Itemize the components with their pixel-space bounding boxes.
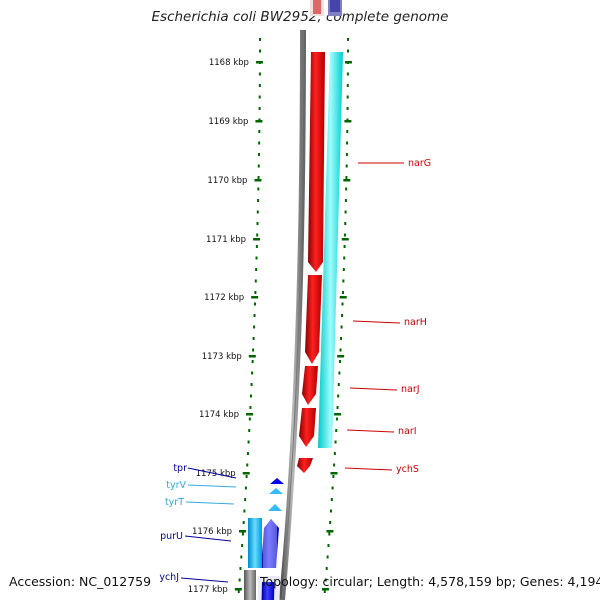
gene-purU-leader (184, 535, 232, 542)
gene-ychJ-leader (180, 577, 229, 583)
gene-narI-label[interactable]: narI (398, 426, 417, 437)
tick-mark-outer (337, 355, 345, 358)
tick-mark-inner (242, 472, 250, 475)
tick-mark-inner (234, 588, 242, 591)
gene-tyrV-leader (187, 484, 237, 488)
gene-ychS-feature[interactable] (297, 458, 313, 473)
gene-narH-leader (352, 320, 401, 324)
gene-narJ-label[interactable]: narJ (401, 384, 420, 395)
tick-mark-inner (254, 179, 262, 182)
gene-tyrV-feature[interactable] (269, 488, 283, 494)
gene-narH-feature[interactable] (305, 275, 322, 364)
tick-label: 1173 kbp (202, 352, 242, 362)
gene-purU-feature[interactable] (261, 519, 279, 568)
gc-content-track[interactable] (318, 52, 343, 448)
tick-mark-outer (341, 238, 349, 241)
gene-tpr-feature[interactable] (270, 478, 284, 484)
gene-tpr-label[interactable]: tpr (173, 463, 187, 474)
gene-narH-label[interactable]: narH (404, 317, 427, 328)
purU-highlight (263, 520, 277, 568)
tick-label: 1174 kbp (199, 410, 239, 420)
tick-label: 1170 kbp (207, 176, 247, 186)
gene-tpr-leader (187, 467, 237, 479)
scale-dots-inner (237, 38, 261, 593)
gene-tyrT-feature[interactable] (268, 504, 282, 511)
tick-label: 1177 kbp (188, 585, 228, 595)
map-title: Escherichia coli BW2952, complete genome (151, 9, 449, 25)
reverse-cds-track (258, 478, 284, 600)
gene-narG-feature[interactable] (308, 52, 325, 272)
tick-mark-outer (321, 588, 329, 591)
gene-ychS-label[interactable]: ychS (396, 464, 419, 475)
tick-mark-outer (343, 179, 351, 182)
tick-mark-inner (253, 238, 261, 241)
top-remnant-features (310, 0, 342, 16)
tick-label: 1169 kbp (208, 117, 248, 127)
tick-mark-outer (334, 413, 342, 416)
tick-mark-inner (248, 355, 256, 358)
gene-tyrV-label[interactable]: tyrV (166, 480, 186, 491)
tick-mark-outer (339, 296, 347, 299)
tick-mark-inner (255, 120, 263, 123)
tick-mark-outer (326, 530, 334, 533)
gene-narJ-feature[interactable] (302, 366, 318, 405)
inner-feature-track[interactable] (244, 518, 262, 600)
accession-info: Accession: NC_012759 (9, 574, 152, 589)
tick-mark-inner (251, 296, 259, 299)
tick-mark-inner (246, 413, 254, 416)
gene-narI-leader (346, 429, 395, 433)
tick-mark-outer (344, 61, 352, 64)
tick-label: 1168 kbp (209, 58, 249, 68)
tick-label: 1176 kbp (192, 527, 232, 537)
gene-purU-label[interactable]: purU (160, 531, 183, 542)
tick-mark-outer (330, 472, 338, 475)
forward-cds-track (297, 52, 325, 473)
gene-ychJ-label[interactable]: ychJ (159, 572, 179, 583)
gene-labels: narG narH narJ narI ychS tpr tyrV tyrT purU ychJ (159, 158, 431, 583)
tick-label: 1171 kbp (206, 235, 246, 245)
tick-label: 1172 kbp (204, 293, 244, 303)
gene-narJ-leader (349, 387, 398, 391)
genome-backbone (279, 29, 306, 600)
gene-tyrT-label[interactable]: tyrT (165, 497, 184, 508)
scale-dots-outer (323, 38, 349, 593)
gene-ychS-leader (344, 467, 393, 471)
genome-stats: Topology: circular; Length: 4,578,159 bp… (260, 574, 600, 589)
gene-narG-label[interactable]: narG (408, 158, 431, 169)
tick-mark-inner (239, 530, 247, 533)
gene-tyrT-leader (185, 501, 235, 505)
tick-mark-inner (255, 61, 263, 64)
gene-narI-feature[interactable] (299, 408, 316, 447)
tick-mark-outer (344, 120, 352, 123)
